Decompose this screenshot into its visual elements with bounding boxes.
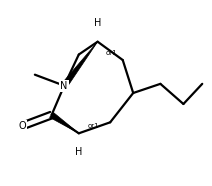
Text: N: N [60, 81, 68, 91]
Text: or1: or1 [106, 50, 118, 56]
Text: or1: or1 [87, 123, 99, 129]
Text: O: O [18, 121, 26, 131]
Text: H: H [94, 18, 101, 28]
Polygon shape [61, 42, 98, 87]
Text: H: H [75, 147, 82, 157]
Polygon shape [50, 113, 79, 133]
